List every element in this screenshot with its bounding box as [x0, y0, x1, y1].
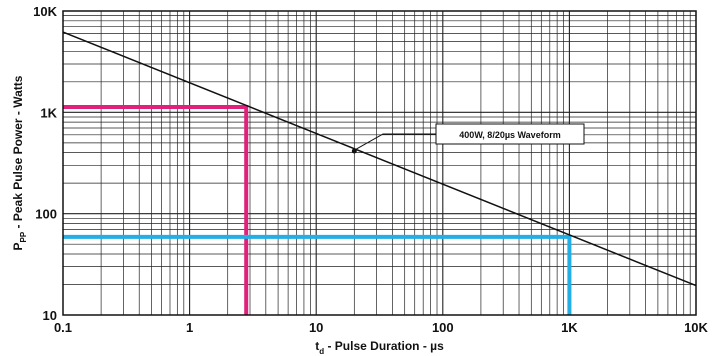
tick-labels: 0.1 1 10 100 1K 10K 10 100 1K 10K — [33, 4, 708, 335]
annotation-box — [435, 123, 585, 145]
series-line-1 — [62, 31, 697, 287]
highlight-lines — [63, 104, 572, 315]
y-axis-title: PPP - Peak Pulse Power - Watts — [11, 75, 28, 250]
y-tick-label: 10 — [43, 308, 57, 323]
annotation-leader-line — [356, 133, 436, 150]
x-axis-title: td - Pulse Duration - µs — [315, 339, 444, 356]
x-tick-label: 0.1 — [54, 320, 72, 335]
annotation-text: 400W, 8/20µs Waveform — [459, 130, 560, 140]
x-tick-label: 10 — [309, 320, 323, 335]
y-tick-label: 100 — [35, 207, 57, 222]
annotation-layer: 400W, 8/20µs Waveform — [351, 123, 585, 154]
y-tick-label: 1K — [40, 105, 57, 120]
x-tick-label: 100 — [432, 320, 454, 335]
series-layer — [62, 31, 697, 287]
x-tick-label: 1 — [186, 320, 193, 335]
grid — [63, 11, 696, 315]
annotation-point-marker — [351, 148, 357, 154]
highlight-line-2 — [63, 234, 572, 315]
plot-frame — [62, 10, 697, 316]
highlight-line-1 — [63, 104, 249, 315]
x-tick-label: 1K — [561, 320, 578, 335]
y-tick-label: 10K — [33, 4, 57, 19]
x-tick-label: 10K — [684, 320, 708, 335]
